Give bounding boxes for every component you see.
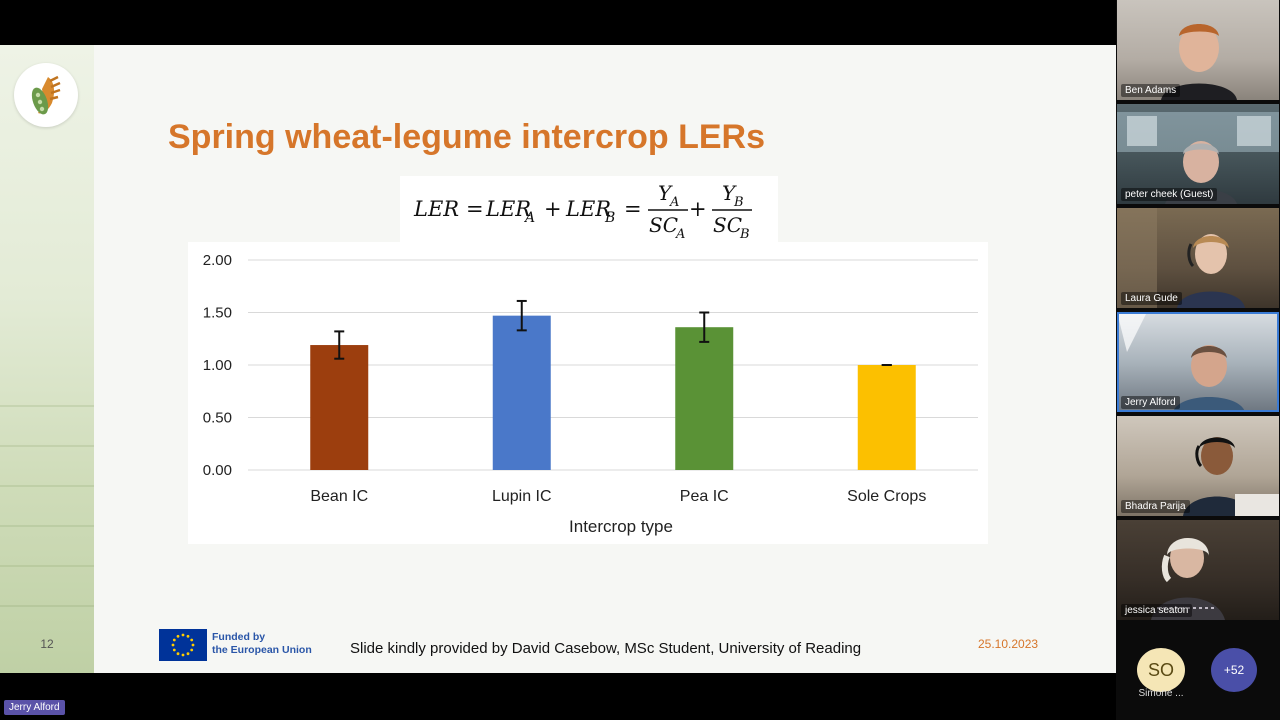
x-tick-label: Sole Crops	[847, 488, 926, 505]
participant-name-5: jessica seaton	[1121, 604, 1193, 617]
x-tick-label: Lupin IC	[492, 488, 552, 505]
formula-sub-a: A	[523, 210, 535, 226]
participant-tile-2[interactable]: Laura Gude	[1117, 208, 1279, 308]
participant-tile-4[interactable]: Bhadra Parija	[1117, 416, 1279, 516]
participant-tile-5[interactable]: jessica seaton	[1117, 520, 1279, 620]
project-logo-icon	[14, 63, 78, 127]
y-tick-label: 1.00	[203, 357, 232, 374]
bar-sole-crops	[857, 365, 916, 470]
participant-tile-1[interactable]: peter cheek (Guest)	[1117, 104, 1279, 204]
formula-den-b-sub: B	[739, 227, 750, 242]
formula-den-a: SC	[649, 213, 678, 237]
y-tick-label: 0.50	[203, 410, 232, 427]
formula-den-a-sub: A	[675, 227, 685, 242]
x-tick-label: Bean IC	[310, 488, 368, 505]
y-tick-label: 2.00	[203, 252, 232, 269]
slide-left-panel: 12	[0, 45, 94, 673]
svg-text:+: +	[544, 197, 562, 221]
participant-video-3	[1117, 312, 1245, 412]
x-tick-label: Pea IC	[680, 488, 729, 505]
slide-date: 25.10.2023	[978, 637, 1039, 651]
eu-flag-icon	[159, 629, 207, 661]
svg-text:+: +	[689, 197, 707, 221]
more-participants-button[interactable]: +52	[1211, 648, 1257, 692]
slide-number: 12	[40, 637, 54, 651]
participant-video-5	[1151, 538, 1225, 620]
eu-funding-badge: Funded by the European Union	[159, 629, 317, 661]
formula-term-a: LER	[485, 197, 531, 221]
participant-name-4: Bhadra Parija	[1121, 500, 1190, 513]
slide-credit: Slide kindly provided by David Casebow, …	[350, 640, 862, 657]
participant-tile-3[interactable]: Jerry Alford	[1117, 312, 1279, 412]
svg-text:=: =	[624, 197, 642, 221]
participant-video-1	[1117, 112, 1279, 204]
formula-lhs: LER	[413, 197, 459, 221]
participant-name-1: peter cheek (Guest)	[1121, 188, 1218, 201]
y-tick-label: 1.50	[203, 305, 232, 322]
european-union-label: the European Union	[212, 644, 312, 656]
formula-num-a: Y	[658, 181, 673, 205]
participant-video-4	[1183, 437, 1279, 516]
participant-video-2	[1117, 208, 1245, 308]
svg-text:=: =	[466, 197, 484, 221]
formula-num-a-sub: A	[669, 195, 679, 210]
formula-den-b: SC	[713, 213, 742, 237]
participant-name-2: Laura Gude	[1121, 292, 1182, 305]
formula-num-b: Y	[722, 181, 737, 205]
funded-by-label: Funded by	[212, 631, 266, 643]
formula-num-b-sub: B	[733, 195, 744, 210]
bar-pea-ic	[675, 327, 734, 470]
ler-formula: LER = LER A + LER B = Y A SC A + Y B SC …	[400, 176, 778, 242]
ler-bar-chart: 0.00 0.50 1.00 1.50 2.00 Bean IC Lupin IC Pea I…	[169, 242, 988, 544]
x-axis-label: Intercrop type	[569, 517, 673, 536]
participant-tile-0[interactable]: Ben Adams	[1117, 0, 1279, 100]
formula-sub-b: B	[604, 210, 615, 226]
y-tick-label: 0.00	[203, 462, 232, 479]
presenter-name-badge: Jerry Alford	[4, 700, 65, 715]
bar-lupin-ic	[492, 315, 551, 470]
slide-title: Spring wheat-legume intercrop LERs	[168, 118, 765, 156]
participant-name-0: Ben Adams	[1121, 84, 1181, 97]
participant-avatar[interactable]: SO	[1137, 648, 1185, 692]
bar-bean-ic	[310, 345, 369, 470]
participant-avatar-label: Simone ...	[1138, 688, 1184, 699]
formula-term-b: LER	[565, 197, 611, 221]
participant-name-3: Jerry Alford	[1121, 396, 1180, 409]
participant-video-0	[1161, 24, 1237, 100]
